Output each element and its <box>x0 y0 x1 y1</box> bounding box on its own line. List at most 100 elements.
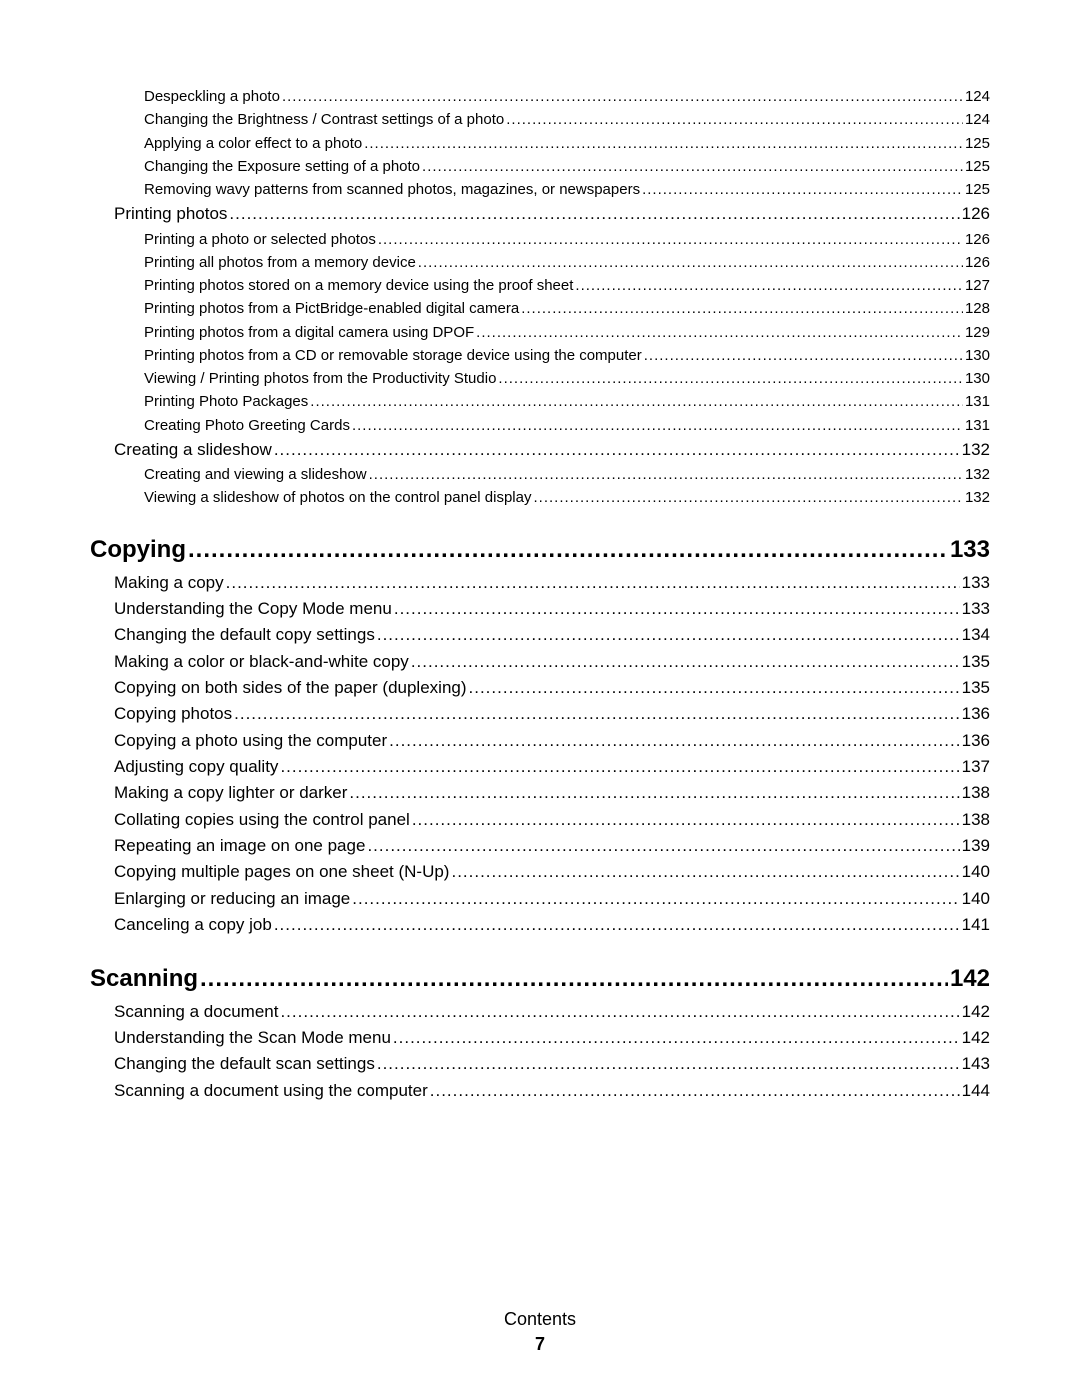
toc-entry[interactable]: Copying on both sides of the paper (dupl… <box>114 675 990 701</box>
toc-leader-dots <box>229 201 959 227</box>
toc-leader-dots <box>234 701 959 727</box>
toc-entry-label: Creating Photo Greeting Cards <box>144 414 350 437</box>
toc-entry[interactable]: Applying a color effect to a photo125 <box>144 132 990 155</box>
toc-entry[interactable]: Printing Photo Packages131 <box>144 390 990 413</box>
toc-entry[interactable]: Creating and viewing a slideshow 132 <box>144 463 990 486</box>
toc-entry-page: 133 <box>950 536 990 564</box>
toc-entry-page: 127 <box>965 274 990 297</box>
toc-entry-page: 125 <box>965 132 990 155</box>
toc-entry[interactable]: Printing photos from a digital camera us… <box>144 321 990 344</box>
toc-entry-page: 143 <box>962 1051 990 1077</box>
toc-entry[interactable]: Despeckling a photo124 <box>144 85 990 108</box>
toc-entry[interactable]: Copying photos 136 <box>114 701 990 727</box>
toc-entry-label: Copying on both sides of the paper (dupl… <box>114 675 467 701</box>
toc-entry[interactable]: Copying a photo using the computer136 <box>114 728 990 754</box>
toc-entry[interactable]: Printing photos from a CD or removable s… <box>144 344 990 367</box>
toc-entry-label: Changing the default scan settings <box>114 1051 375 1077</box>
toc-entry[interactable]: Scanning a document142 <box>114 999 990 1025</box>
toc-leader-dots <box>575 274 963 297</box>
toc-entry[interactable]: Understanding the Copy Mode menu 133 <box>114 596 990 622</box>
toc-entry-page: 130 <box>965 344 990 367</box>
toc-entry[interactable]: Scanning a document using the computer 14… <box>114 1078 990 1104</box>
toc-entry[interactable]: Viewing a slideshow of photos on the con… <box>144 486 990 509</box>
toc-entry[interactable]: Changing the Exposure setting of a photo… <box>144 155 990 178</box>
toc-leader-dots <box>469 675 960 701</box>
toc-entry[interactable]: Scanning 142 <box>90 965 990 993</box>
toc-entry[interactable]: Printing photos stored on a memory devic… <box>144 274 990 297</box>
toc-entry[interactable]: Printing a photo or selected photos126 <box>144 228 990 251</box>
toc-leader-dots <box>352 414 963 437</box>
toc-leader-dots <box>394 596 960 622</box>
toc-leader-dots <box>476 321 963 344</box>
toc-leader-dots <box>200 965 948 993</box>
toc-leader-dots <box>352 886 959 912</box>
toc-entry-page: 134 <box>962 622 990 648</box>
toc-leader-dots <box>506 108 963 131</box>
toc-entry-label: Copying multiple pages on one sheet (N-U… <box>114 859 449 885</box>
toc-entry-label: Understanding the Scan Mode menu <box>114 1025 391 1051</box>
toc-entry-page: 137 <box>962 754 990 780</box>
toc-entry-page: 126 <box>962 201 990 227</box>
toc-entry[interactable]: Collating copies using the control panel… <box>114 807 990 833</box>
toc-entry-label: Creating and viewing a slideshow <box>144 463 367 486</box>
toc-entry-label: Making a color or black-and-white copy <box>114 649 409 675</box>
toc-entry-label: Scanning a document <box>114 999 278 1025</box>
toc-entry-label: Printing photos from a digital camera us… <box>144 321 474 344</box>
toc-entry[interactable]: Printing photos126 <box>114 201 990 227</box>
toc-entry-label: Printing all photos from a memory device <box>144 251 416 274</box>
toc-leader-dots <box>422 155 963 178</box>
toc-entry-label: Scanning a document using the computer <box>114 1078 428 1104</box>
toc-entry[interactable]: Creating a slideshow132 <box>114 437 990 463</box>
toc-entry-page: 142 <box>950 965 990 993</box>
toc-leader-dots <box>377 1051 960 1077</box>
toc-leader-dots <box>642 178 963 201</box>
toc-entry[interactable]: Copying multiple pages on one sheet (N-U… <box>114 859 990 885</box>
toc-entry-label: Repeating an image on one page <box>114 833 365 859</box>
toc-entry-page: 133 <box>962 570 990 596</box>
toc-entry[interactable]: Viewing / Printing photos from the Produ… <box>144 367 990 390</box>
toc-entry[interactable]: Enlarging or reducing an image140 <box>114 886 990 912</box>
toc-entry[interactable]: Removing wavy patterns from scanned phot… <box>144 178 990 201</box>
toc-leader-dots <box>411 649 960 675</box>
toc-leader-dots <box>378 228 963 251</box>
toc-entry-page: 132 <box>965 463 990 486</box>
toc-entry-label: Making a copy <box>114 570 224 596</box>
toc-entry[interactable]: Copying133 <box>90 536 990 564</box>
toc-entry-label: Printing photos from a CD or removable s… <box>144 344 642 367</box>
toc-entry-page: 130 <box>965 367 990 390</box>
toc-entry-page: 144 <box>962 1078 990 1104</box>
toc-entry[interactable]: Changing the Brightness / Contrast setti… <box>144 108 990 131</box>
toc-entry[interactable]: Repeating an image on one page139 <box>114 833 990 859</box>
toc-entry[interactable]: Adjusting copy quality 137 <box>114 754 990 780</box>
toc-entry-label: Adjusting copy quality <box>114 754 278 780</box>
footer-page-number: 7 <box>0 1334 1080 1355</box>
toc-leader-dots <box>451 859 959 885</box>
toc-entry-page: 136 <box>962 701 990 727</box>
toc-entry[interactable]: Creating Photo Greeting Cards131 <box>144 414 990 437</box>
toc-entry-label: Despeckling a photo <box>144 85 280 108</box>
toc-entry-page: 135 <box>962 649 990 675</box>
toc-entry[interactable]: Making a copy 133 <box>114 570 990 596</box>
toc-entry[interactable]: Printing all photos from a memory device… <box>144 251 990 274</box>
toc-leader-dots <box>521 297 963 320</box>
toc-entry[interactable]: Making a color or black-and-white copy 13… <box>114 649 990 675</box>
toc-entry[interactable]: Printing photos from a PictBridge-enable… <box>144 297 990 320</box>
toc-entry[interactable]: Changing the default scan settings 143 <box>114 1051 990 1077</box>
toc-entry[interactable]: Changing the default copy settings 134 <box>114 622 990 648</box>
toc-entry-label: Changing the Exposure setting of a photo <box>144 155 420 178</box>
toc-entry-label: Viewing / Printing photos from the Produ… <box>144 367 496 390</box>
page-footer: Contents 7 <box>0 1309 1080 1355</box>
toc-entry-label: Printing a photo or selected photos <box>144 228 376 251</box>
toc-entry[interactable]: Canceling a copy job141 <box>114 912 990 938</box>
toc-entry-label: Understanding the Copy Mode menu <box>114 596 392 622</box>
toc-entry-page: 133 <box>962 596 990 622</box>
toc-leader-dots <box>367 833 959 859</box>
toc-entry[interactable]: Understanding the Scan Mode menu142 <box>114 1025 990 1051</box>
toc-entry[interactable]: Making a copy lighter or darker138 <box>114 780 990 806</box>
toc-entry-page: 140 <box>962 886 990 912</box>
toc-entry-label: Scanning <box>90 965 198 993</box>
toc-entry-label: Copying photos <box>114 701 232 727</box>
toc-entry-page: 129 <box>965 321 990 344</box>
toc-entry-label: Changing the default copy settings <box>114 622 375 648</box>
toc-leader-dots <box>280 999 959 1025</box>
